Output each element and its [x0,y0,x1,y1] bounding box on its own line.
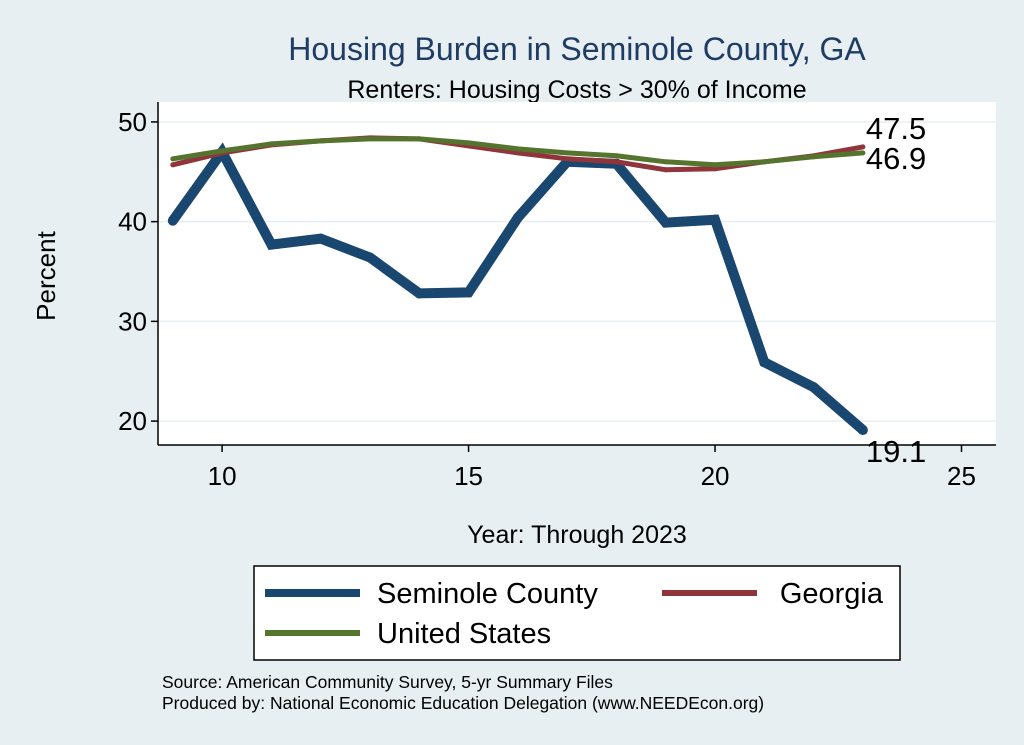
data-point-georgia [564,156,570,162]
data-point-seminole-county [266,239,277,250]
produced-note: Produced by: National Economic Education… [162,693,764,713]
end-label-seminole-county: 19.1 [866,434,926,469]
chart-title: Housing Burden in Seminole County, GA [288,31,866,67]
data-point-united-states [860,150,866,156]
data-point-seminole-county [512,212,523,223]
data-point-united-states [811,154,817,160]
data-point-seminole-county [463,287,474,298]
data-point-united-states [170,156,176,162]
data-point-georgia [860,144,866,150]
data-point-united-states [466,140,472,146]
legend-label-united-states: United States [377,618,551,650]
y-ticks: 20 30 40 50 [118,107,158,436]
data-point-united-states [761,159,767,165]
end-labels: 47.546.9 19.1 [866,111,926,469]
legend-box [253,565,901,661]
end-label-georgia: 47.5 [866,111,926,146]
series-layer [167,135,868,436]
data-point-georgia [663,167,669,173]
data-point-united-states [712,162,718,168]
data-point-seminole-county [167,215,178,226]
data-point-seminole-county [660,217,671,228]
legend-label-georgia: Georgia [780,578,884,610]
data-point-seminole-county [315,233,326,244]
data-point-georgia [613,159,619,165]
data-point-seminole-county [710,214,721,225]
legend-label-seminole: Seminole County [377,578,598,610]
data-point-georgia [515,150,521,156]
data-point-united-states [268,141,274,147]
data-point-seminole-county [857,425,868,436]
x-tick-label: 20 [701,461,730,491]
y-tick-label: 40 [118,207,147,237]
y-tick-label: 30 [118,306,147,336]
data-point-united-states [564,150,570,156]
x-tick-label: 15 [454,461,483,491]
data-point-seminole-county [414,288,425,299]
data-point-united-states [219,148,225,154]
data-point-seminole-county [364,252,375,263]
data-point-united-states [318,138,324,144]
data-point-georgia [170,162,176,168]
y-tick-label: 20 [118,406,147,436]
x-tick-label: 25 [947,461,976,491]
data-point-united-states [663,159,669,165]
y-axis-label: Percent [31,230,61,320]
chart-subtitle: Renters: Housing Costs > 30% of Income [347,76,806,104]
data-point-seminole-county [759,357,770,368]
data-point-seminole-county [808,382,819,393]
y-tick-label: 50 [118,107,147,137]
data-point-united-states [613,153,619,159]
x-ticks: 10 15 20 25 [208,445,976,491]
x-tick-label: 10 [208,461,237,491]
legend: Seminole County Georgia United States [253,565,901,661]
x-axis-label: Year: Through 2023 [467,521,687,549]
source-note: Source: American Community Survey, 5-yr … [162,672,613,692]
data-point-united-states [367,136,373,142]
data-point-georgia [712,166,718,172]
data-point-united-states [416,136,422,142]
data-point-united-states [515,146,521,152]
end-label-united-states: 46.9 [866,141,926,176]
